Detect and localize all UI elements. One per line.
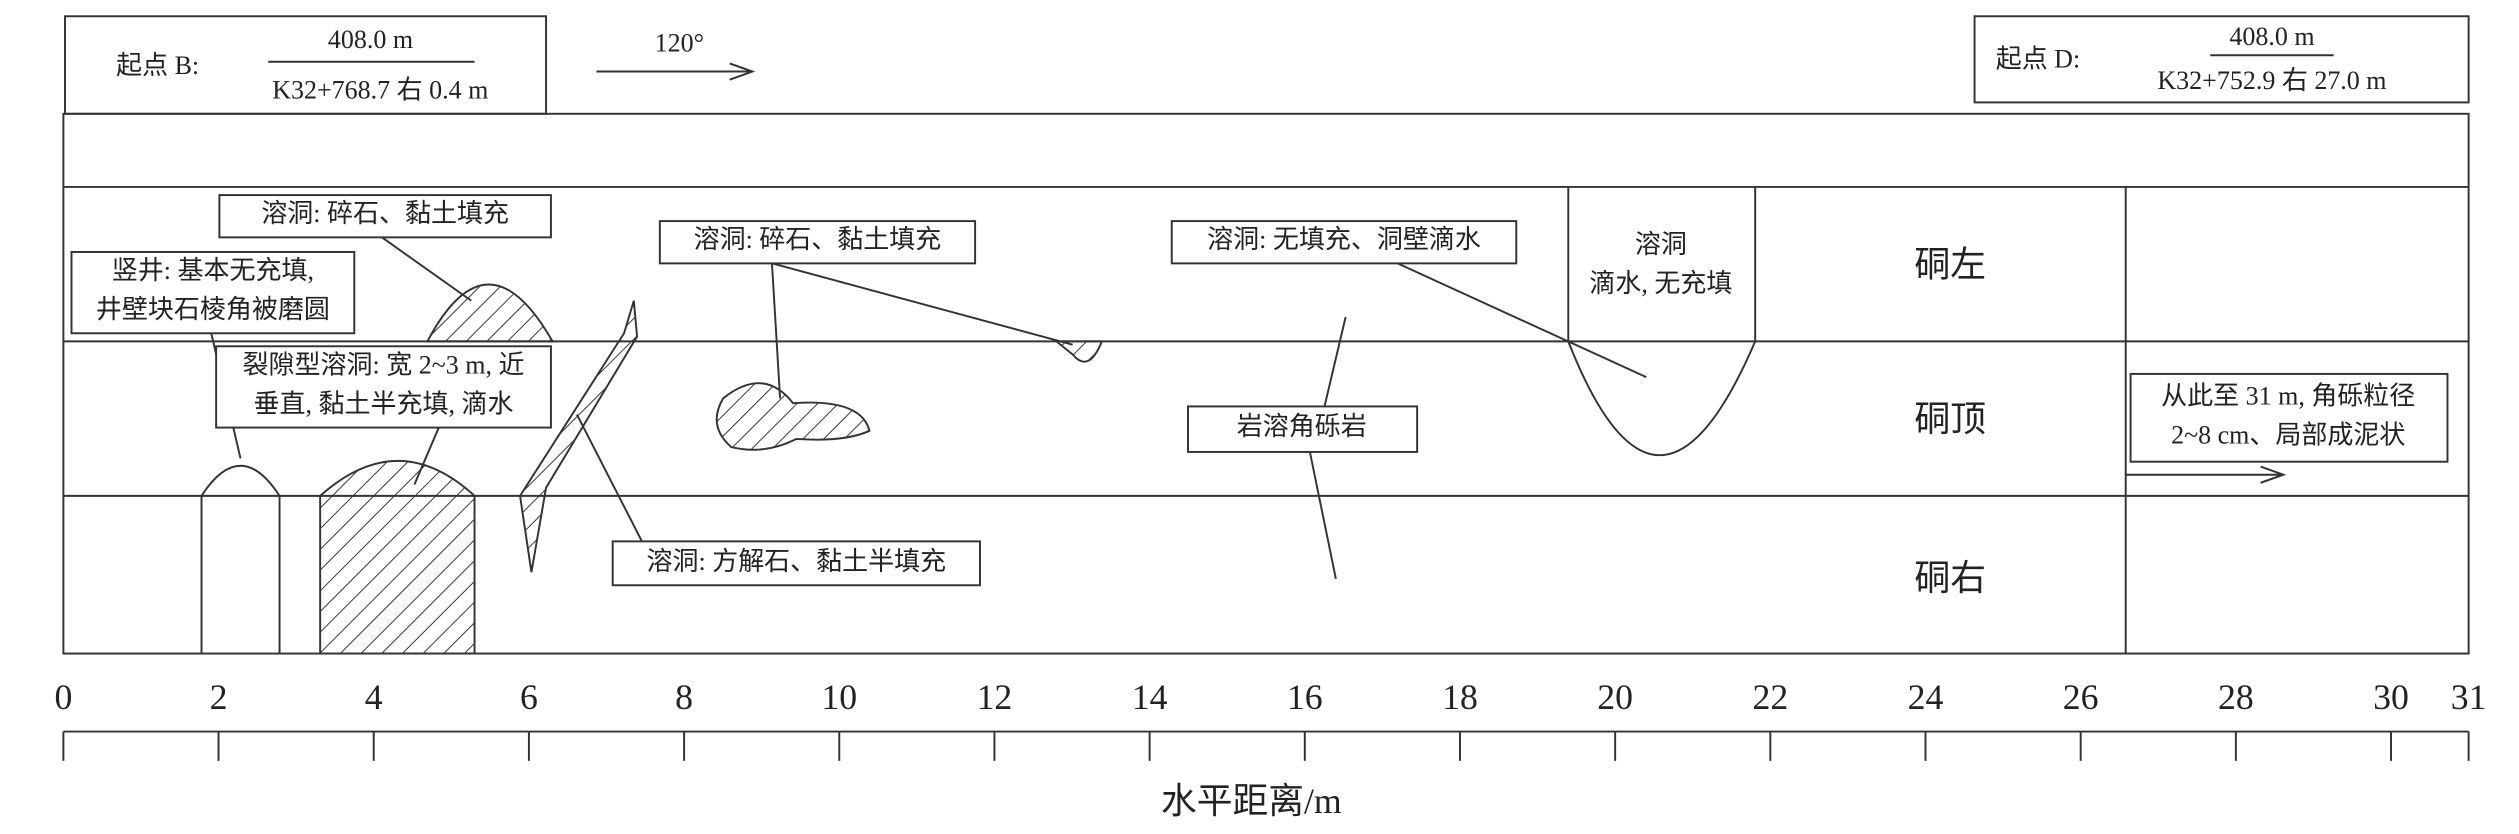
note: 溶洞: [1635, 230, 1687, 259]
note: 溶洞: 方解石、黏土半填充: [646, 547, 946, 576]
tick-label: 20: [1597, 677, 1633, 717]
features: [200, 236, 2287, 655]
note: 2~8 cm、局部成泥状: [2171, 420, 2405, 449]
tick-label: 2: [210, 677, 228, 717]
notes: 溶洞: 碎石、黏土填充 竖井: 基本无充填, 井壁块石棱角被磨圆 裂隙型溶洞: 宽…: [70, 194, 2449, 587]
row-label: 硐左: [1914, 244, 1985, 284]
tick-label: 28: [2218, 677, 2254, 717]
tick-label: 30: [2373, 677, 2409, 717]
direction: 120°: [655, 28, 704, 57]
tick-label: 10: [821, 677, 857, 717]
start-b-station: K32+768.7 右 0.4 m: [272, 76, 488, 105]
note: 滴水, 无充填: [1589, 269, 1732, 298]
tick-label: 18: [1442, 677, 1478, 717]
tick-label: 31: [2451, 677, 2487, 717]
start-b-elevation: 408.0 m: [328, 25, 413, 54]
row-label: 硐顶: [1914, 399, 1985, 439]
start-d-label: 起点 D:: [1996, 45, 2081, 74]
start-d-box: 起点 D: 408.0 m K32+752.9 右 27.0 m: [1973, 15, 2470, 104]
tick-label: 14: [1132, 677, 1168, 717]
tick-label: 12: [977, 677, 1013, 717]
tick-label: 4: [365, 677, 383, 717]
tick-label: 8: [675, 677, 693, 717]
note: 从此至 31 m, 角砾粒径: [2161, 381, 2415, 410]
note: 溶洞: 碎石、黏土填充: [261, 199, 509, 228]
x-axis: 水平距离/m 0 2 4 6 8 10 12 14 16 18 20 22 24 26 28 30 31: [54, 677, 2486, 821]
start-d-elevation: 408.0 m: [2229, 22, 2314, 51]
frame: [62, 112, 2470, 655]
row-label: 硐右: [1914, 558, 1985, 598]
note: 井壁块石棱角被磨圆: [96, 295, 330, 324]
tick-label: 6: [520, 677, 538, 717]
start-d-station: K32+752.9 右 27.0 m: [2157, 66, 2386, 95]
direction-arrow: [596, 62, 756, 81]
tick-label: 16: [1287, 677, 1323, 717]
note: 垂直, 黏土半充填, 滴水: [254, 389, 514, 418]
tick-label: 22: [1752, 677, 1788, 717]
start-b-label: 起点 B:: [116, 51, 199, 80]
tick-label: 26: [2063, 677, 2099, 717]
start-b-box: 起点 B: 408.0 m K32+768.7 右 0.4 m: [64, 15, 548, 115]
note: 溶洞: 无填充、洞壁滴水: [1207, 225, 1481, 254]
axis-title: 水平距离/m: [1161, 781, 1342, 821]
note: 竖井: 基本无充填,: [112, 256, 314, 285]
note: 岩溶角砾岩: [1237, 412, 1367, 441]
tick-label: 24: [1908, 677, 1944, 717]
note: 溶洞: 碎石、黏土填充: [694, 225, 942, 254]
tick-label: 0: [54, 677, 72, 717]
note: 裂隙型溶洞: 宽 2~3 m, 近: [243, 350, 525, 379]
